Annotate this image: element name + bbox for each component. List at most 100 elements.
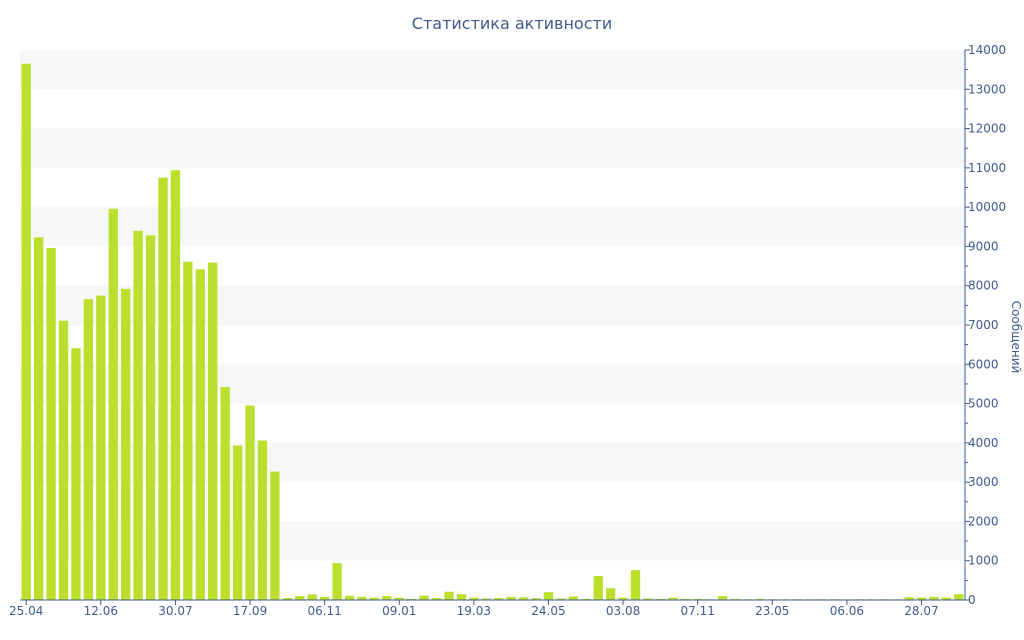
y-tick-label: 10000 bbox=[968, 200, 1006, 214]
bar bbox=[307, 594, 317, 600]
bar bbox=[494, 598, 504, 600]
x-tick-label: 28.07 bbox=[904, 604, 938, 618]
y-tick-label: 6000 bbox=[968, 357, 999, 371]
x-tick-label: 30.07 bbox=[158, 604, 192, 618]
y-tick-label: 0 bbox=[968, 593, 976, 607]
bar bbox=[556, 598, 566, 600]
bar bbox=[357, 596, 367, 600]
bar bbox=[618, 597, 628, 600]
bar bbox=[245, 405, 255, 600]
bar bbox=[382, 596, 392, 600]
bar bbox=[730, 598, 740, 600]
bar bbox=[543, 592, 554, 600]
bar bbox=[419, 595, 429, 600]
bar bbox=[208, 262, 218, 600]
bar bbox=[133, 230, 143, 600]
y-tick-label: 7000 bbox=[968, 318, 999, 332]
bar bbox=[282, 598, 292, 600]
bar bbox=[954, 594, 964, 600]
y-axis-title: Сообщений bbox=[1009, 301, 1023, 374]
bar bbox=[456, 594, 467, 600]
x-tick-label: 24.05 bbox=[531, 604, 565, 618]
bar bbox=[232, 445, 243, 600]
bar bbox=[506, 596, 516, 600]
bar bbox=[121, 288, 131, 600]
chart-title: Статистика активности bbox=[411, 14, 613, 33]
x-tick-label: 06.11 bbox=[307, 604, 341, 618]
x-tick-label: 06.06 bbox=[830, 604, 864, 618]
bar bbox=[680, 598, 690, 600]
bar bbox=[83, 299, 94, 600]
bar bbox=[58, 320, 69, 600]
bar bbox=[195, 269, 205, 600]
bar bbox=[643, 598, 653, 600]
y-tick-label: 5000 bbox=[968, 397, 999, 411]
bar-series bbox=[21, 63, 964, 600]
x-tick-label: 17.09 bbox=[233, 604, 267, 618]
bar bbox=[469, 597, 479, 600]
bar bbox=[929, 596, 939, 600]
bar bbox=[257, 440, 268, 600]
bar bbox=[319, 596, 330, 600]
y-tick-label: 8000 bbox=[968, 279, 999, 293]
bar bbox=[21, 63, 31, 600]
grid-band bbox=[20, 50, 965, 90]
bar bbox=[444, 591, 454, 600]
bar bbox=[46, 248, 56, 600]
grid-band bbox=[20, 128, 965, 168]
bar bbox=[531, 598, 541, 600]
bar bbox=[183, 261, 193, 600]
x-tick-label: 07.11 bbox=[680, 604, 714, 618]
bar bbox=[655, 598, 666, 600]
bar bbox=[755, 598, 765, 600]
y-tick-label: 13000 bbox=[968, 82, 1006, 96]
bar bbox=[71, 348, 81, 600]
bar bbox=[568, 596, 578, 600]
bar bbox=[369, 597, 380, 600]
x-tick-label: 03.08 bbox=[606, 604, 640, 618]
bar bbox=[220, 387, 230, 600]
bar bbox=[295, 596, 305, 600]
bar bbox=[668, 597, 678, 600]
bar bbox=[518, 597, 529, 600]
x-tick-label: 23.05 bbox=[755, 604, 789, 618]
bar bbox=[941, 597, 952, 600]
bar bbox=[407, 598, 417, 600]
bar bbox=[33, 237, 44, 600]
y-tick-label: 12000 bbox=[968, 122, 1006, 136]
y-axis: 0 1000 2000 3000 4000 5000 6000 7000 8000 9000 100… bbox=[964, 43, 1023, 607]
y-tick-label: 11000 bbox=[968, 161, 1006, 175]
bar bbox=[270, 471, 280, 600]
bar bbox=[170, 170, 181, 600]
bar bbox=[96, 295, 106, 600]
bar bbox=[332, 563, 342, 600]
bar bbox=[581, 598, 591, 600]
y-tick-label: 14000 bbox=[968, 43, 1006, 57]
x-tick-label: 09.01 bbox=[382, 604, 416, 618]
bar bbox=[431, 598, 442, 600]
bar bbox=[904, 597, 914, 600]
y-tick-label: 2000 bbox=[968, 514, 999, 528]
x-tick-label: 12.06 bbox=[84, 604, 118, 618]
bar bbox=[108, 208, 118, 600]
x-tick-label: 25.04 bbox=[9, 604, 43, 618]
y-tick-label: 4000 bbox=[968, 436, 999, 450]
bar bbox=[593, 576, 603, 600]
x-axis: 25.04 12.06 30.07 17.09 06.11 09.01 19.03 24.05… bbox=[9, 599, 965, 618]
bar bbox=[481, 598, 491, 600]
bar bbox=[630, 570, 641, 600]
bar bbox=[605, 588, 616, 600]
bar bbox=[916, 597, 927, 600]
bar bbox=[145, 235, 156, 600]
bar bbox=[394, 597, 404, 600]
x-tick-label: 19.03 bbox=[457, 604, 491, 618]
y-tick-label: 1000 bbox=[968, 554, 999, 568]
bar bbox=[717, 596, 728, 600]
y-tick-label: 9000 bbox=[968, 239, 999, 253]
bar bbox=[158, 177, 168, 600]
bar bbox=[344, 595, 355, 600]
y-tick-label: 3000 bbox=[968, 475, 999, 489]
bar bbox=[693, 598, 703, 600]
